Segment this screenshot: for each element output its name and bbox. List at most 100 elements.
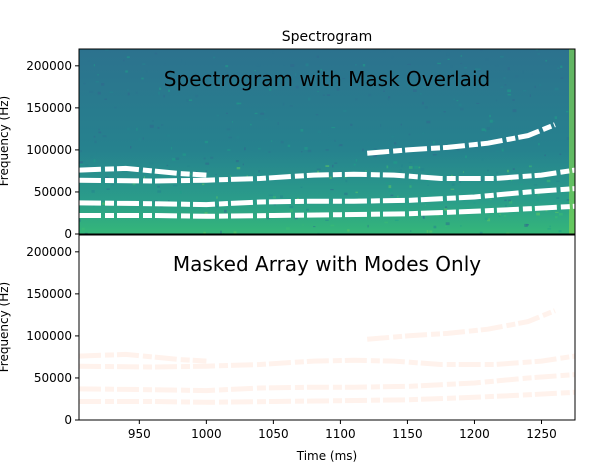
masked-mode-5 — [79, 351, 207, 364]
spectrogram-cell — [557, 67, 560, 69]
bottom-y-axis-label: Frequency (Hz) — [0, 282, 11, 373]
spectrogram-cell — [432, 154, 437, 156]
spectrogram-cell — [205, 162, 210, 165]
spectrogram-cell — [544, 154, 546, 157]
spectrogram-cell — [283, 63, 286, 66]
spectrogram-cell — [225, 65, 229, 68]
spectrogram-cell — [433, 225, 437, 229]
spectrogram-cell — [317, 130, 321, 134]
spectrogram-cell — [384, 221, 388, 224]
spectrogram-cell — [202, 183, 205, 186]
mask-mode-1 — [79, 167, 575, 184]
spectrogram-cell — [250, 123, 252, 126]
spectrogram-cell — [554, 87, 559, 91]
spectrogram-cell — [210, 156, 214, 159]
spectrogram-cell — [546, 179, 551, 183]
spectrogram-cell — [380, 124, 382, 127]
spectrogram-cell — [152, 120, 154, 122]
spectrogram-cell — [383, 90, 385, 92]
spectrogram-cell — [480, 179, 484, 182]
spectrogram-cell — [270, 140, 273, 142]
spectrogram-cell — [373, 154, 377, 158]
spectrogram-cell — [504, 84, 507, 86]
spectrogram-cell — [268, 151, 271, 153]
spectrogram-cell — [236, 136, 240, 139]
spectrogram-cell — [269, 88, 272, 91]
spectrogram-cell — [560, 65, 563, 68]
spectrogram-cell — [462, 171, 464, 173]
spectrogram-cell — [505, 204, 507, 207]
spectrogram-cell — [507, 169, 509, 173]
spectrogram-cell — [537, 53, 540, 55]
spectrogram-cell — [317, 90, 319, 93]
spectrogram-cell — [258, 170, 260, 173]
spectrogram-cell — [258, 148, 261, 150]
top-y-axis: 0 50000 100000 150000 200000 — [26, 59, 79, 241]
spectrogram-cell — [170, 147, 172, 150]
spectrogram-cell — [391, 55, 394, 59]
spectrogram-cell — [101, 83, 105, 86]
spectrogram-cell — [401, 164, 403, 168]
spectrogram-cell — [533, 184, 538, 186]
spectrogram-cell — [495, 99, 498, 102]
spectrogram-cell — [468, 140, 472, 142]
spectrogram-cell — [478, 68, 481, 71]
spectrogram-cell — [362, 64, 366, 67]
spectrogram-cell — [332, 164, 334, 168]
spectrogram-cell — [141, 77, 144, 80]
bottom-plot-frame — [78, 234, 576, 421]
spectrogram-cell — [422, 86, 426, 88]
spectrogram-cell — [538, 143, 540, 146]
spectrogram-cell — [507, 67, 510, 71]
spectrogram-cell — [157, 126, 160, 129]
spectrogram-cell — [203, 231, 206, 234]
top-plot-frame — [78, 48, 576, 235]
spectrogram-cell — [330, 224, 335, 227]
spectrogram-cell — [106, 188, 110, 190]
spectrogram-cell — [520, 141, 522, 144]
spectrogram-cell — [83, 82, 86, 85]
spectrogram-cell — [498, 214, 501, 217]
spectrogram-cell — [80, 150, 82, 153]
spectrogram-cell — [96, 171, 99, 174]
spectrogram-cell — [496, 171, 499, 174]
x-tick-label: 1000 — [191, 427, 222, 441]
spectrogram-cell — [94, 140, 97, 144]
spectrogram-cell — [270, 148, 274, 151]
spectrogram-cell — [236, 167, 241, 170]
spectrogram-cell — [484, 217, 489, 220]
spectrogram-cell — [460, 107, 464, 111]
spectrogram-cell — [489, 119, 493, 123]
spectrogram-cell — [188, 99, 193, 101]
spectrogram-cell — [264, 118, 268, 120]
spectrogram-cell — [435, 79, 437, 82]
x-tick-label: 1250 — [526, 427, 557, 441]
spectrogram-cell — [394, 219, 399, 221]
spectrogram-cell — [125, 70, 128, 73]
spectrogram-cell — [142, 137, 144, 140]
spectrogram-cell — [382, 50, 386, 53]
mask-overlay — [79, 122, 575, 219]
spectrogram-cell — [368, 93, 372, 97]
spectrogram-cell — [182, 153, 186, 156]
spectrogram-cell — [136, 127, 138, 131]
spectrogram-cell — [512, 99, 515, 101]
spectrogram-cell — [220, 230, 222, 234]
spectrogram-cell — [500, 86, 504, 88]
spectrogram-cell — [237, 72, 240, 75]
spectrogram-cell — [89, 90, 94, 93]
spectrogram-cell — [168, 200, 170, 202]
spectrogram-cell — [443, 111, 446, 113]
spectrogram-cell — [159, 205, 164, 208]
y-tick-label: 150000 — [26, 101, 72, 115]
spectrogram-cell — [322, 94, 325, 96]
spectrogram-cell — [479, 231, 483, 234]
y-tick-label: 100000 — [26, 329, 72, 343]
spectrogram-cell — [294, 217, 298, 220]
spectrogram-cell — [143, 176, 145, 180]
spectrogram-cell — [451, 174, 453, 177]
spectrogram-cell — [365, 170, 367, 172]
spectrogram-cell — [566, 111, 569, 113]
spectrogram-cell — [81, 50, 83, 52]
spectrogram-cell — [545, 209, 548, 212]
